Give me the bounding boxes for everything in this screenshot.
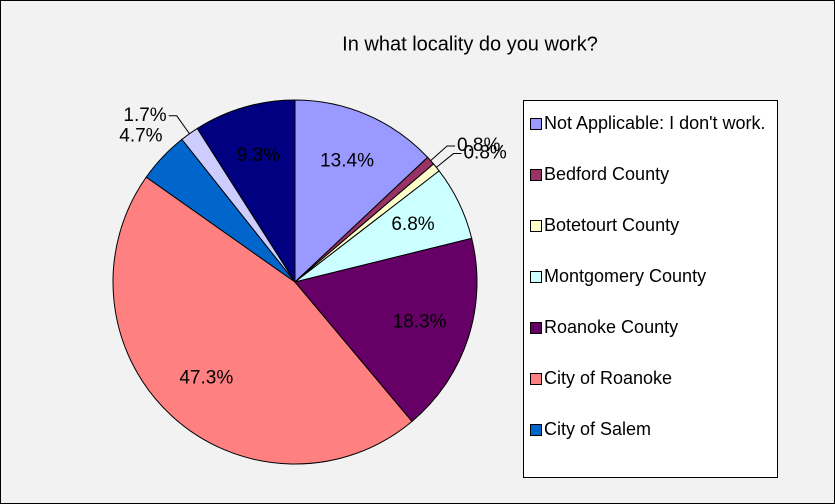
data-label: 1.7% xyxy=(123,105,166,126)
pie-slice xyxy=(196,99,296,284)
leader-line xyxy=(168,115,190,135)
legend-label: City of Salem xyxy=(544,419,652,439)
data-label: 9.3% xyxy=(237,145,280,166)
pie-slice xyxy=(112,176,413,465)
data-label: 0.8% xyxy=(457,135,500,156)
data-label: 4.7% xyxy=(119,125,162,146)
legend-item: Bedford County xyxy=(530,164,771,215)
legend-swatch xyxy=(530,271,542,283)
legend-label: Montgomery County xyxy=(544,266,707,286)
legend: Not Applicable: I don't work. Bedford Cou… xyxy=(523,100,778,478)
data-label: 18.3% xyxy=(393,312,447,333)
leader-line xyxy=(430,145,456,162)
legend-item: Montgomery County xyxy=(530,266,771,317)
legend-item: Botetourt County xyxy=(530,215,771,266)
legend-label: Botetourt County xyxy=(544,215,680,235)
legend-item: Roanoke County xyxy=(530,317,771,368)
data-label: 47.3% xyxy=(179,367,233,388)
legend-swatch xyxy=(530,169,542,181)
chart-title: In what locality do you work? xyxy=(342,33,598,55)
data-label: 6.8% xyxy=(391,214,434,235)
legend-swatch xyxy=(530,322,542,334)
legend-swatch xyxy=(530,373,542,385)
legend-label: Not Applicable: I don't work. xyxy=(544,113,766,133)
legend-label: Bedford County xyxy=(544,164,670,184)
data-label: 13.4% xyxy=(320,151,374,172)
legend-swatch xyxy=(530,220,542,232)
pie-slice xyxy=(294,237,478,423)
legend-swatch xyxy=(530,118,542,130)
legend-item: Not Applicable: I don't work. xyxy=(530,113,771,164)
data-label: 0.8% xyxy=(463,143,506,164)
legend-swatch xyxy=(530,424,542,436)
leader-line xyxy=(436,153,462,168)
legend-label: Roanoke County xyxy=(544,317,679,337)
legend-item: City of Salem xyxy=(530,419,771,470)
legend-label: City of Roanoke xyxy=(544,368,673,388)
legend-item: City of Roanoke xyxy=(530,368,771,419)
pie-slice xyxy=(294,99,429,284)
